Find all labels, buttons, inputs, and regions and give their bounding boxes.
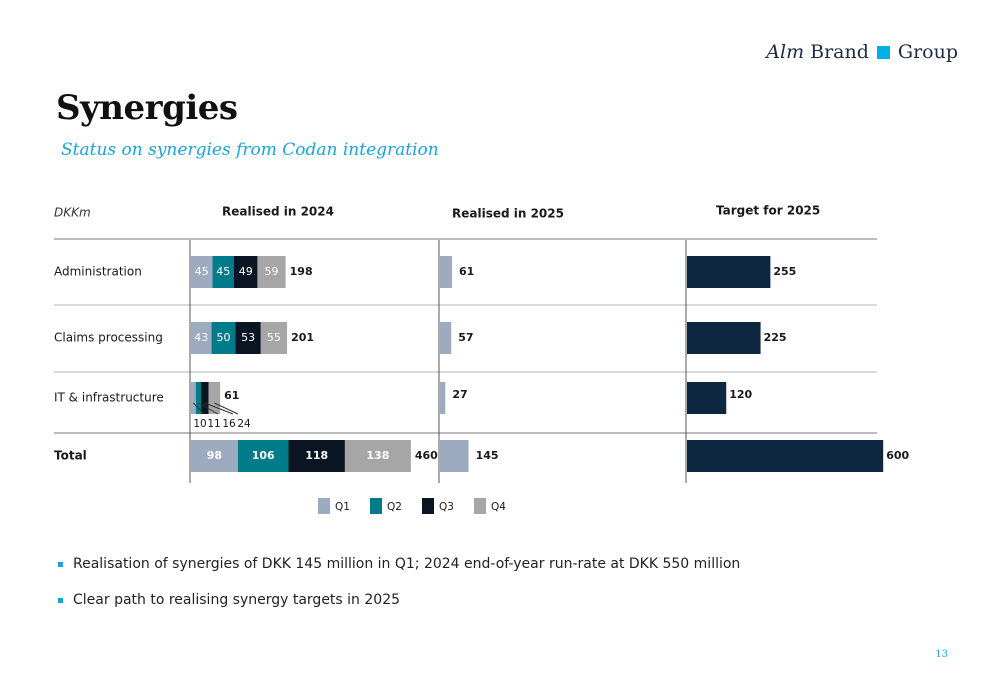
data-label-2025: 27: [452, 388, 467, 401]
bar-q3-2024: [201, 382, 209, 414]
page-number: 13: [935, 649, 948, 660]
legend-swatch-q3: [422, 498, 434, 514]
leader-line: [198, 402, 219, 415]
category-label: IT & infrastructure: [54, 391, 164, 405]
data-label-q3: 49: [239, 265, 253, 278]
bullet-marker-icon: [58, 561, 63, 567]
data-label-q1: 10: [193, 418, 206, 430]
data-label-2025: 57: [458, 331, 473, 344]
category-label: Total: [54, 449, 87, 463]
legend-label: Q4: [491, 501, 506, 513]
company-logo: Alm Brand Group: [766, 41, 958, 63]
bar-realised-2025: [440, 322, 452, 354]
bullet-text: Realisation of synergies of DKK 145 mill…: [73, 556, 741, 572]
bar-q4-2024: [260, 322, 288, 354]
legend-label: Q1: [335, 501, 350, 513]
data-label-target: 600: [886, 449, 909, 462]
data-label-q2: 50: [217, 331, 231, 344]
data-label-q3: 118: [305, 449, 328, 462]
bar-target-2025: [687, 256, 771, 288]
total-label-2024: 61: [224, 389, 239, 402]
data-label-target: 255: [773, 265, 796, 278]
data-label-2025: 145: [476, 449, 499, 462]
data-label-target: 225: [764, 331, 787, 344]
bar-realised-2025: [440, 440, 469, 472]
bar-q1-2024: [191, 322, 212, 354]
bullet-marker-icon: [58, 597, 63, 603]
data-label-q4: 138: [366, 449, 389, 462]
bar-target-2025: [687, 440, 884, 472]
legend-label: Q3: [439, 501, 454, 513]
legend-swatch-q2: [370, 498, 382, 514]
data-label-q3: 16: [222, 418, 236, 430]
bar-target-2025: [687, 322, 761, 354]
panel-header: Realised in 2025: [452, 207, 564, 221]
logo-text-alm: Alm: [766, 41, 805, 63]
bar-q1-2024: [191, 256, 213, 288]
page-title: Synergies: [56, 88, 238, 128]
bullet-item: Realisation of synergies of DKK 145 mill…: [58, 556, 740, 572]
panel-header: Target for 2025: [716, 204, 820, 218]
bar-q2-2024: [237, 440, 289, 472]
bar-q1-2024: [191, 440, 238, 472]
leader-line: [193, 402, 205, 415]
data-label-q2: 106: [252, 449, 275, 462]
panel-header: Realised in 2024: [222, 205, 334, 219]
total-label-2024: 198: [290, 265, 313, 278]
legend-label: Q2: [387, 501, 402, 513]
data-label-q4: 59: [265, 265, 279, 278]
bar-q4-2024: [208, 382, 221, 414]
bullet-text: Clear path to realising synergy targets …: [73, 592, 401, 608]
data-label-q4: 24: [237, 418, 251, 430]
data-label-q3: 53: [241, 331, 255, 344]
data-label-q2: 45: [216, 265, 230, 278]
leader-line: [214, 402, 239, 415]
page-subtitle: Status on synergies from Codan integrati…: [61, 140, 439, 160]
bar-realised-2025: [440, 382, 446, 414]
bullet-item: Clear path to realising synergy targets …: [58, 592, 740, 608]
bullet-list: Realisation of synergies of DKK 145 mill…: [58, 556, 740, 628]
data-label-q4: 55: [267, 331, 281, 344]
data-label-q1: 45: [195, 265, 209, 278]
leader-line: [204, 402, 234, 415]
bar-q2-2024: [211, 322, 236, 354]
bar-q2-2024: [212, 256, 235, 288]
legend-swatch-q4: [474, 498, 486, 514]
logo-square-icon: [876, 45, 890, 59]
logo-text-group: Group: [897, 41, 958, 63]
bar-q2-2024: [195, 382, 202, 414]
bar-q1-2024: [191, 382, 196, 414]
data-label-target: 120: [729, 388, 752, 401]
bar-q4-2024: [344, 440, 411, 472]
bar-q3-2024: [288, 440, 345, 472]
category-label: Claims processing: [54, 331, 163, 345]
total-label-2024: 201: [291, 331, 314, 344]
logo-text-brand: Brand: [810, 41, 869, 63]
data-label-2025: 61: [459, 265, 474, 278]
synergies-chart: DKKm Realised in 2024 Realised in 2025 Targ…: [54, 204, 910, 514]
category-label: Administration: [54, 265, 142, 279]
legend-swatch-q1: [318, 498, 330, 514]
data-label-q1: 98: [207, 449, 222, 462]
bar-target-2025: [687, 382, 727, 414]
total-label-2024: 460: [415, 449, 438, 462]
unit-label: DKKm: [54, 206, 91, 220]
bar-q4-2024: [257, 256, 286, 288]
data-label-q1: 43: [194, 331, 208, 344]
bar-realised-2025: [440, 256, 453, 288]
bar-q3-2024: [234, 256, 258, 288]
bar-q3-2024: [235, 322, 261, 354]
data-label-q2: 11: [207, 418, 220, 430]
